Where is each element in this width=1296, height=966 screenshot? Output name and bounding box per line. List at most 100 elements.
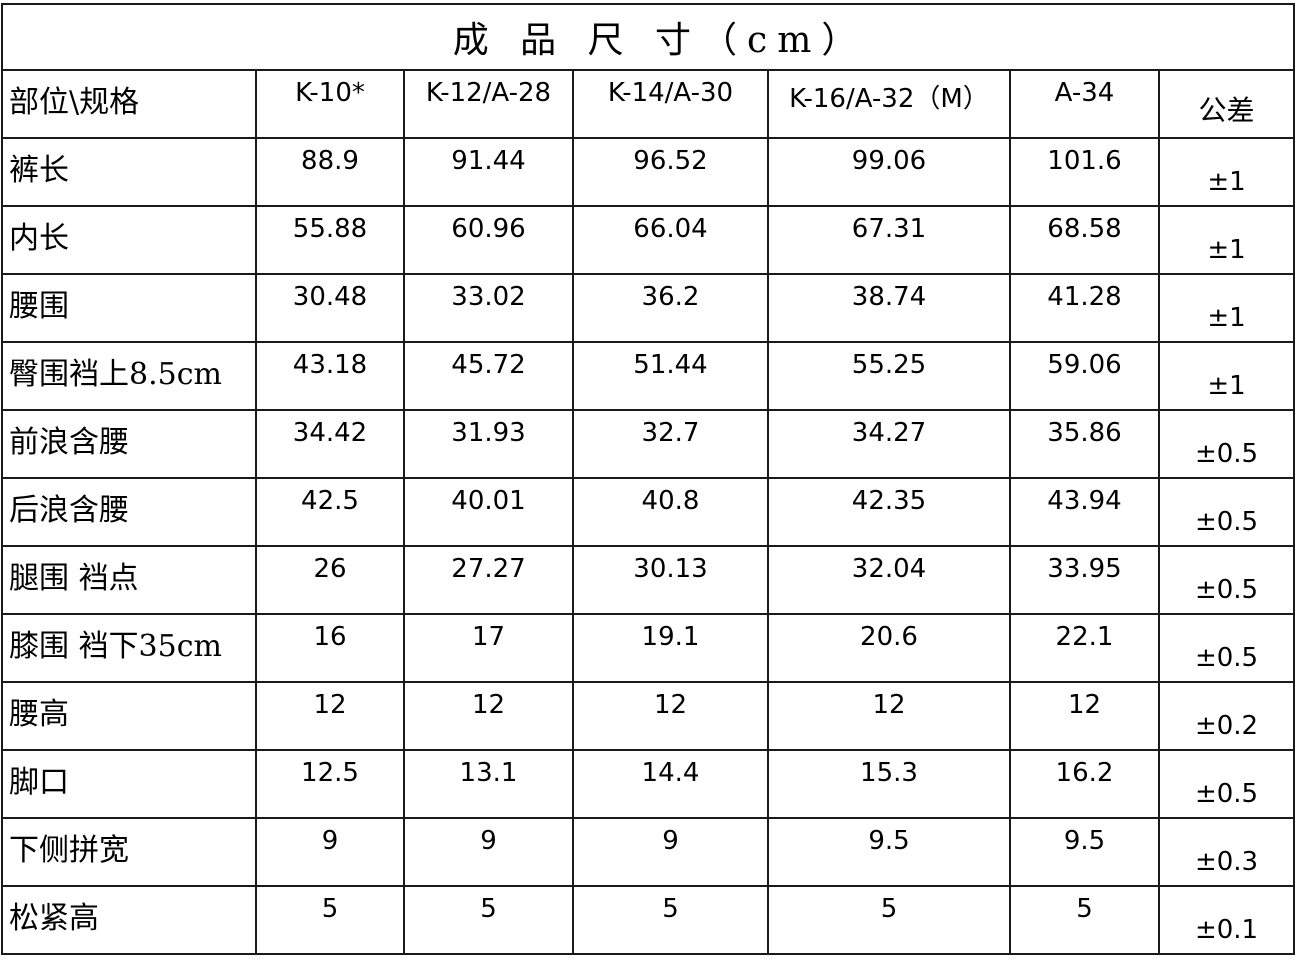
tolerance-header: 公差 xyxy=(1198,94,1255,127)
part-cell: 腰高 xyxy=(1,681,257,751)
measurement-value: 12 xyxy=(471,690,506,720)
measurement-cell: 26 xyxy=(255,545,405,615)
measurement-cell: 55.88 xyxy=(255,205,405,275)
measurement-value: 42.5 xyxy=(301,486,359,516)
measurement-cell: 12 xyxy=(255,681,405,751)
measurement-cell: 66.04 xyxy=(572,205,769,275)
measurement-value: 67.31 xyxy=(851,214,927,244)
measurement-cell: 9 xyxy=(572,817,769,887)
measurement-value: 68.58 xyxy=(1047,214,1122,244)
measurement-cell: 42.5 xyxy=(255,477,405,547)
part-cell: 下侧拼宽 xyxy=(1,817,257,887)
measurement-value: 88.9 xyxy=(301,146,359,176)
measurement-value: 12 xyxy=(1067,690,1102,720)
measurement-value: 30.48 xyxy=(292,282,368,312)
measurement-cell: 30.13 xyxy=(572,545,769,615)
size-spec-table: 成 品 尺 寸（cm） 部位\规格 K-10* K-12/A-28 K-14/A… xyxy=(0,3,1296,955)
tolerance-cell: ±0.5 xyxy=(1157,477,1296,547)
measurement-cell: 45.72 xyxy=(403,341,574,411)
tolerance-cell: ±0.5 xyxy=(1157,409,1296,479)
measurement-value: 51.44 xyxy=(633,350,708,380)
measurement-value: 40.01 xyxy=(451,486,526,516)
measurement-value: 91.44 xyxy=(451,146,526,176)
measurement-cell: 5 xyxy=(403,885,574,955)
part-name: 腿围 裆点 xyxy=(9,561,139,596)
size-header: A-34 xyxy=(1054,78,1115,108)
measurement-cell: 16 xyxy=(255,613,405,683)
measurement-value: 99.06 xyxy=(851,146,927,176)
measurement-cell: 99.06 xyxy=(767,137,1011,207)
tolerance-cell: ±0.5 xyxy=(1157,613,1296,683)
title-row: 成 品 尺 寸（cm） xyxy=(0,3,1296,71)
measurement-cell: 42.35 xyxy=(767,477,1011,547)
measurement-value: 40.8 xyxy=(641,486,700,516)
size-header: K-16/A-32（M） xyxy=(789,84,989,114)
measurement-value: 19.1 xyxy=(641,622,700,652)
measurement-cell: 33.02 xyxy=(403,273,574,343)
table-row: 下侧拼宽 9 9 9 9.5 9.5 ±0.3 xyxy=(1,817,1296,887)
table-row: 膝围 裆下35cm 16 17 19.1 20.6 22.1 ±0.5 xyxy=(1,613,1296,683)
measurement-value: 59.06 xyxy=(1047,350,1122,380)
part-header-cell: 部位\规格 xyxy=(1,69,257,139)
measurement-cell: 9 xyxy=(403,817,574,887)
measurement-cell: 5 xyxy=(1009,885,1160,955)
part-cell: 松紧高 xyxy=(1,885,257,955)
measurement-value: 9 xyxy=(480,826,497,856)
tolerance-cell: ±0.5 xyxy=(1157,545,1296,615)
measurement-cell: 43.18 xyxy=(255,341,405,411)
measurement-value: 27.27 xyxy=(451,554,526,584)
measurement-value: 12 xyxy=(872,690,906,720)
tolerance-value: ±1 xyxy=(1207,303,1246,333)
measurement-cell: 60.96 xyxy=(403,205,574,275)
part-cell: 膝围 裆下35cm xyxy=(1,613,257,683)
measurement-cell: 55.25 xyxy=(767,341,1011,411)
size-header: K-14/A-30 xyxy=(607,78,734,108)
part-cell: 裤长 xyxy=(1,137,257,207)
tolerance-cell: ±1 xyxy=(1157,341,1296,411)
part-cell: 后浪含腰 xyxy=(1,477,257,547)
measurement-cell: 38.74 xyxy=(767,273,1011,343)
part-cell: 脚口 xyxy=(1,749,257,819)
part-cell: 内长 xyxy=(1,205,257,275)
measurement-cell: 30.48 xyxy=(255,273,405,343)
measurement-cell: 12 xyxy=(403,681,574,751)
measurement-value: 43.18 xyxy=(292,350,368,380)
measurement-cell: 35.86 xyxy=(1009,409,1160,479)
measurement-cell: 36.2 xyxy=(572,273,769,343)
measurement-value: 96.52 xyxy=(633,146,708,176)
measurement-cell: 12.5 xyxy=(255,749,405,819)
tolerance-value: ±0.5 xyxy=(1194,643,1259,673)
measurement-cell: 27.27 xyxy=(403,545,574,615)
measurement-value: 12 xyxy=(653,690,688,720)
measurement-value: 33.02 xyxy=(451,282,526,312)
part-name: 后浪含腰 xyxy=(9,493,129,528)
part-cell: 腰围 xyxy=(1,273,257,343)
part-name: 膝围 裆下35cm xyxy=(9,629,222,664)
measurement-value: 20.6 xyxy=(860,622,918,652)
measurement-value: 5 xyxy=(321,894,339,924)
table-row: 臀围裆上8.5cm 43.18 45.72 51.44 55.25 59.06 ±1 xyxy=(1,341,1296,411)
size-header: K-12/A-28 xyxy=(425,78,552,108)
measurement-value: 9 xyxy=(662,826,679,856)
measurement-value: 43.94 xyxy=(1047,486,1122,516)
size-header: K-10* xyxy=(295,78,365,108)
measurement-cell: 12 xyxy=(572,681,769,751)
measurement-cell: 9 xyxy=(255,817,405,887)
table-row: 松紧高 5 5 5 5 5 ±0.1 xyxy=(1,885,1296,955)
measurement-cell: 33.95 xyxy=(1009,545,1160,615)
table-title-cell: 成 品 尺 寸（cm） xyxy=(0,3,1296,71)
measurement-value: 9.5 xyxy=(1063,826,1106,856)
measurement-value: 35.86 xyxy=(1047,418,1122,448)
measurement-cell: 9.5 xyxy=(767,817,1011,887)
measurement-value: 32.04 xyxy=(851,554,927,584)
size-header-cell: K-14/A-30 xyxy=(572,69,769,139)
tolerance-value: ±0.1 xyxy=(1194,915,1259,945)
measurement-cell: 16.2 xyxy=(1009,749,1160,819)
table-row: 腿围 裆点 26 27.27 30.13 32.04 33.95 ±0.5 xyxy=(1,545,1296,615)
tolerance-value: ±0.5 xyxy=(1194,439,1259,469)
measurement-cell: 34.42 xyxy=(255,409,405,479)
measurement-value: 60.96 xyxy=(451,214,526,244)
measurement-value: 5 xyxy=(880,894,898,924)
tolerance-value: ±1 xyxy=(1207,235,1246,265)
measurement-cell: 5 xyxy=(767,885,1011,955)
